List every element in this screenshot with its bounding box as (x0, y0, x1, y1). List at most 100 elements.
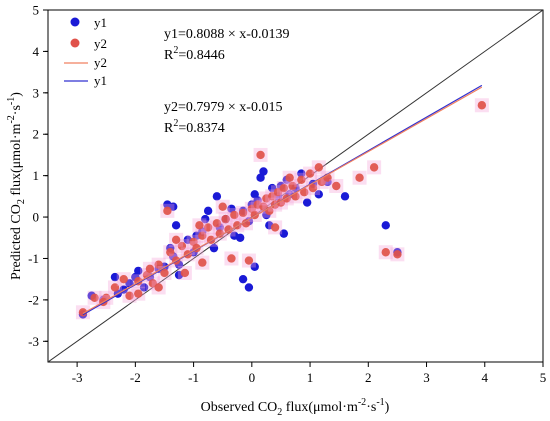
point-y2 (308, 183, 318, 193)
point-y2 (314, 163, 323, 172)
r-squared-y1: R2=0.8446 (164, 45, 225, 63)
x-tick-label: 3 (423, 370, 430, 385)
point-y2 (285, 173, 294, 182)
x-tick-label: -2 (130, 370, 141, 385)
point-y2 (227, 254, 236, 263)
point-y1 (201, 214, 210, 224)
point-y2 (145, 264, 155, 274)
points-layer (75, 98, 489, 320)
point-y2 (369, 163, 379, 172)
point-y2 (198, 231, 207, 240)
point-y2 (332, 181, 341, 191)
point-y2 (355, 173, 364, 182)
equation-y1: y1=0.8088 × x-0.0139 (164, 27, 289, 42)
fit-line-y2 (82, 86, 483, 315)
point-y2 (230, 210, 239, 220)
point-y1 (340, 192, 350, 201)
point-y2 (203, 223, 213, 232)
x-axis-ticks: -3 -2 -1 0 1 2 3 4 5 (72, 362, 547, 385)
point-y2 (300, 188, 309, 197)
point-y1 (297, 169, 306, 178)
point-y2 (256, 150, 265, 160)
equation-y2: y2=0.7979 × x-0.015 (164, 100, 282, 115)
point-y2 (148, 279, 158, 288)
point-y1 (238, 274, 248, 284)
point-y2 (154, 283, 163, 292)
point-y2 (273, 188, 283, 197)
y-tick-label: -2 (28, 292, 39, 307)
point-y2 (171, 235, 181, 245)
point-y2 (198, 258, 207, 267)
point-y1 (314, 190, 323, 199)
legend-label-y1-marker: y1 (94, 15, 107, 30)
point-y2 (305, 169, 315, 178)
x-tick-label: 0 (249, 370, 256, 385)
legend-marker-y2 (70, 38, 80, 48)
x-tick-label: 2 (365, 370, 372, 385)
point-y1 (212, 192, 222, 201)
legend: y1 y2 y2 y1 (64, 15, 107, 88)
legend-marker-y1 (70, 17, 80, 27)
point-y2 (393, 250, 402, 259)
plot-frame (47, 9, 544, 363)
point-y2 (90, 293, 99, 303)
regression-annotations: y1=0.8088 × x-0.0139 R2=0.8446 y2=0.7979… (164, 27, 289, 136)
point-y2 (125, 291, 134, 300)
x-tick-label: 5 (540, 370, 547, 385)
point-y1 (244, 283, 254, 292)
point-y2 (166, 248, 175, 257)
y-axis-ticks: -3 -2 -1 0 1 2 3 4 5 (28, 3, 48, 349)
point-y2 (119, 274, 128, 284)
y-tick-label: -3 (28, 334, 39, 349)
fit-line-layer (82, 84, 483, 316)
point-y2 (279, 183, 289, 193)
point-y2 (381, 248, 390, 257)
y-tick-label: 4 (33, 44, 40, 59)
y-tick-label: 2 (33, 127, 40, 142)
point-y1 (259, 167, 268, 176)
point-y2 (195, 221, 204, 230)
point-y1 (169, 202, 178, 211)
point-y1 (209, 243, 219, 253)
point-y1 (203, 206, 213, 216)
point-y1 (171, 221, 181, 230)
y-axis-label: Predicted CO2 flux(μmol·m-2·s-1) (6, 92, 27, 280)
point-y1 (134, 266, 143, 276)
point-y1 (235, 233, 245, 242)
x-tick-label: -3 (72, 370, 83, 385)
x-axis-label: Observed CO2 flux(μmol·m-2·s-1) (201, 397, 390, 418)
point-y2 (134, 289, 143, 298)
y-tick-label: 3 (33, 85, 40, 100)
y-tick-label: 5 (33, 3, 40, 18)
point-y2 (212, 219, 222, 228)
point-y2 (110, 283, 120, 292)
point-y2 (270, 223, 280, 232)
r-squared-y2: R2=0.8374 (164, 118, 225, 136)
point-y2 (477, 101, 487, 110)
x-tick-label: 1 (307, 370, 314, 385)
point-y2 (218, 202, 227, 211)
point-y1 (250, 262, 259, 271)
point-y1 (381, 221, 390, 230)
point-y1 (268, 183, 277, 193)
point-y2 (268, 192, 277, 201)
x-tick-label: 4 (482, 370, 489, 385)
point-y2 (160, 268, 169, 278)
point-y2 (215, 229, 224, 238)
x-tick-label: -1 (188, 370, 199, 385)
point-y2 (259, 202, 268, 211)
point-y2 (180, 268, 190, 278)
legend-label-y2-line: y2 (94, 55, 107, 70)
point-y2 (288, 181, 297, 191)
point-y2 (163, 206, 172, 216)
point-y2 (154, 260, 163, 269)
y-tick-label: 0 (33, 210, 40, 225)
point-y2 (177, 241, 187, 251)
y-tick-label: 1 (33, 168, 40, 183)
point-y1 (279, 229, 289, 238)
point-y2 (221, 214, 230, 224)
legend-label-y2-marker: y2 (94, 36, 107, 51)
legend-label-y1-line: y1 (94, 73, 107, 88)
point-y1 (302, 198, 312, 207)
point-y2 (241, 219, 251, 228)
